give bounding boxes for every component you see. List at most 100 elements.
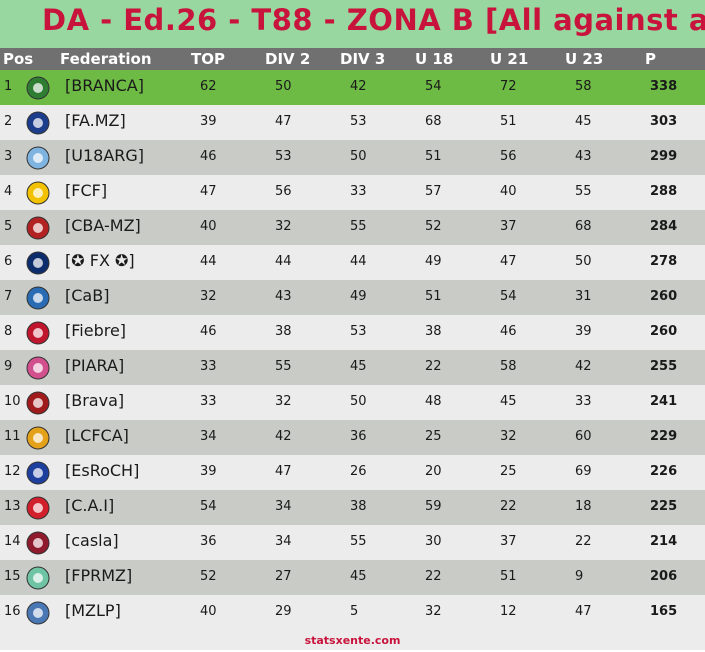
- row-position: 5: [4, 219, 13, 234]
- score-div2: 34: [275, 499, 292, 514]
- federation-name[interactable]: [BRANCA]: [65, 76, 144, 95]
- score-u18: 51: [425, 149, 442, 164]
- score-div2: 56: [275, 184, 292, 199]
- table-header: Pos Federation TOP DIV 2 DIV 3 U 18 U 21…: [0, 48, 705, 70]
- federation-name[interactable]: [FCF]: [65, 181, 108, 200]
- row-position: 10: [4, 394, 21, 409]
- score-u23: 55: [575, 184, 592, 199]
- score-u18: 22: [425, 569, 442, 584]
- federation-name[interactable]: [CaB]: [65, 286, 110, 305]
- boca-crest-icon: [25, 250, 51, 276]
- total-points: 165: [650, 604, 678, 619]
- score-u18: 49: [425, 254, 442, 269]
- federation-name[interactable]: [C.A.I]: [65, 496, 115, 515]
- federation-name[interactable]: [CBA-MZ]: [65, 216, 141, 235]
- table-row: 8 [Fiebre] 46 38 53 38 46 39 260: [0, 315, 705, 350]
- score-u23: 39: [575, 324, 592, 339]
- score-top: 47: [200, 184, 217, 199]
- score-u21: 51: [500, 114, 517, 129]
- table-row: 1 [BRANCA] 62 50 42 54 72 58 338: [0, 70, 705, 105]
- header-federation: Federation: [60, 50, 152, 68]
- federation-name[interactable]: [U18ARG]: [65, 146, 145, 165]
- title-bar: DA - Ed.26 - T88 - ZONA B [All against a…: [0, 0, 705, 48]
- score-top: 54: [200, 499, 217, 514]
- score-top: 44: [200, 254, 217, 269]
- row-position: 13: [4, 499, 21, 514]
- score-u18: 30: [425, 534, 442, 549]
- score-div3: 26: [350, 464, 367, 479]
- chile-crest-icon: [25, 460, 51, 486]
- score-div2: 43: [275, 289, 292, 304]
- score-u23: 31: [575, 289, 592, 304]
- total-points: 288: [650, 184, 678, 199]
- row-position: 14: [4, 534, 21, 549]
- table-row: 4 [FCF] 47 56 33 57 40 55 288: [0, 175, 705, 210]
- federation-name[interactable]: [Brava]: [65, 391, 125, 410]
- score-top: 40: [200, 604, 217, 619]
- table-row: 13 [C.A.I] 54 34 38 59 22 18 225: [0, 490, 705, 525]
- score-u21: 58: [500, 359, 517, 374]
- score-div2: 32: [275, 219, 292, 234]
- score-div2: 44: [275, 254, 292, 269]
- score-u23: 45: [575, 114, 592, 129]
- score-div2: 50: [275, 79, 292, 94]
- federation-name[interactable]: [✪ FX ✪]: [65, 251, 135, 270]
- federation-name[interactable]: [FA.MZ]: [65, 111, 126, 130]
- score-div2: 42: [275, 429, 292, 444]
- score-div3: 42: [350, 79, 367, 94]
- federation-name[interactable]: [EsRoCH]: [65, 461, 140, 480]
- score-top: 39: [200, 114, 217, 129]
- score-top: 62: [200, 79, 217, 94]
- score-top: 34: [200, 429, 217, 444]
- score-div3: 44: [350, 254, 367, 269]
- score-u18: 52: [425, 219, 442, 234]
- score-u21: 37: [500, 219, 517, 234]
- standings-table: 1 [BRANCA] 62 50 42 54 72 58 338 2 [FA.MZ] 39 47 53 68…: [0, 70, 705, 630]
- score-u21: 12: [500, 604, 517, 619]
- score-div3: 55: [350, 219, 367, 234]
- cab-crest-icon: [25, 285, 51, 311]
- total-points: 206: [650, 569, 678, 584]
- header-top: TOP: [191, 50, 225, 68]
- score-div2: 29: [275, 604, 292, 619]
- score-top: 32: [200, 289, 217, 304]
- federation-name[interactable]: [MZLP]: [65, 601, 121, 620]
- score-u18: 68: [425, 114, 442, 129]
- table-row: 5 [CBA-MZ] 40 32 55 52 37 68 284: [0, 210, 705, 245]
- total-points: 260: [650, 289, 678, 304]
- score-top: 36: [200, 534, 217, 549]
- federation-name[interactable]: [LCFCA]: [65, 426, 129, 445]
- total-points: 260: [650, 324, 678, 339]
- score-top: 33: [200, 359, 217, 374]
- federation-name[interactable]: [casla]: [65, 531, 119, 550]
- score-u21: 32: [500, 429, 517, 444]
- score-div2: 53: [275, 149, 292, 164]
- score-div2: 47: [275, 114, 292, 129]
- federation-name[interactable]: [PIARA]: [65, 356, 125, 375]
- score-u18: 25: [425, 429, 442, 444]
- afa-crest-icon: [25, 145, 51, 171]
- row-position: 2: [4, 114, 13, 129]
- score-u21: 25: [500, 464, 517, 479]
- header-points: P: [645, 50, 656, 68]
- score-u21: 40: [500, 184, 517, 199]
- fiebre-crest-icon: [25, 320, 51, 346]
- score-u21: 54: [500, 289, 517, 304]
- blue-shield-icon: [25, 110, 51, 136]
- score-u21: 45: [500, 394, 517, 409]
- score-div2: 47: [275, 464, 292, 479]
- score-top: 46: [200, 324, 217, 339]
- score-u23: 50: [575, 254, 592, 269]
- score-u21: 51: [500, 569, 517, 584]
- federation-name[interactable]: [Fiebre]: [65, 321, 127, 340]
- brava-crest-icon: [25, 390, 51, 416]
- header-pos: Pos: [3, 50, 34, 68]
- score-div2: 55: [275, 359, 292, 374]
- total-points: 278: [650, 254, 678, 269]
- score-u23: 58: [575, 79, 592, 94]
- federation-name[interactable]: [FPRMZ]: [65, 566, 133, 585]
- cai-crest-icon: [25, 495, 51, 521]
- score-u23: 9: [575, 569, 584, 584]
- score-div3: 53: [350, 114, 367, 129]
- table-row: 15 [FPRMZ] 52 27 45 22 51 9 206: [0, 560, 705, 595]
